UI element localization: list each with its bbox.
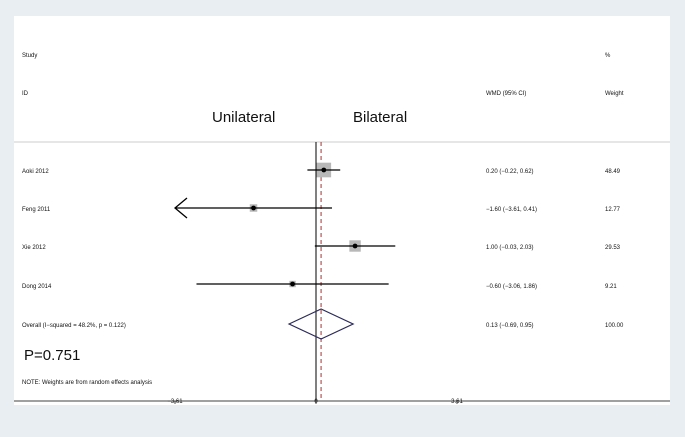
- study-row: Feng 2011 −1.60 (−3.61, 0.41) 12.77: [22, 207, 621, 213]
- overall-row: Overall (I−squared = 48.2%, p = 0.122) 0…: [22, 323, 624, 329]
- point-estimate: [321, 167, 327, 173]
- study-row: Xie 2012 1.00 (−0.03, 2.03) 29.53: [22, 245, 621, 251]
- study-name: Xie 2012: [22, 245, 46, 251]
- study-ci: 0.20 (−0.22, 0.62): [486, 169, 534, 175]
- overall-name: Overall (I−squared = 48.2%, p = 0.122): [22, 323, 126, 329]
- chart-marks: [173, 142, 396, 401]
- x-tick-label: 3.61: [451, 399, 463, 405]
- footnote: NOTE: Weights are from random effects an…: [22, 380, 152, 386]
- header-percent: %: [605, 53, 611, 59]
- overall-weight: 100.00: [605, 323, 624, 329]
- favours-right-label: Bilateral: [353, 109, 407, 126]
- point-estimate: [352, 243, 358, 249]
- p-value-label: P=0.751: [24, 347, 80, 364]
- header-id: ID: [22, 91, 29, 97]
- study-row: Aoki 2012 0.20 (−0.22, 0.62) 48.49: [22, 169, 621, 175]
- study-weight: 48.49: [605, 169, 621, 175]
- overall-ci: 0.13 (−0.69, 0.95): [486, 323, 534, 329]
- ci-arrow: [173, 197, 188, 219]
- study-weight: 29.53: [605, 245, 621, 251]
- x-axis-ticks: −3.61 0 3.61: [167, 399, 463, 405]
- overall-diamond: [287, 308, 355, 340]
- study-weight: 12.77: [605, 207, 621, 213]
- favours-left-label: Unilateral: [212, 109, 275, 126]
- forest-plot-panel: Study ID WMD (95% CI) % Weight Unilatera…: [14, 16, 670, 405]
- header-effect: WMD (95% CI): [486, 91, 526, 97]
- study-name: Dong 2014: [22, 284, 52, 290]
- study-row: Dong 2014 −0.60 (−3.06, 1.86) 9.21: [22, 284, 617, 290]
- point-estimate: [251, 205, 256, 211]
- study-ci: 1.00 (−0.03, 2.03): [486, 245, 534, 251]
- study-weight: 9.21: [605, 284, 617, 290]
- x-tick-label: 0: [314, 399, 318, 405]
- header-study: Study: [22, 53, 37, 59]
- study-ci: −0.60 (−3.06, 1.86): [486, 284, 537, 290]
- study-ci: −1.60 (−3.61, 0.41): [486, 207, 537, 213]
- point-estimate: [290, 281, 295, 287]
- forest-plot: Study ID WMD (95% CI) % Weight Unilatera…: [14, 53, 670, 405]
- study-name: Aoki 2012: [22, 169, 49, 175]
- study-name: Feng 2011: [22, 207, 51, 213]
- x-tick-label: −3.61: [167, 399, 183, 405]
- header-weight: Weight: [605, 91, 624, 97]
